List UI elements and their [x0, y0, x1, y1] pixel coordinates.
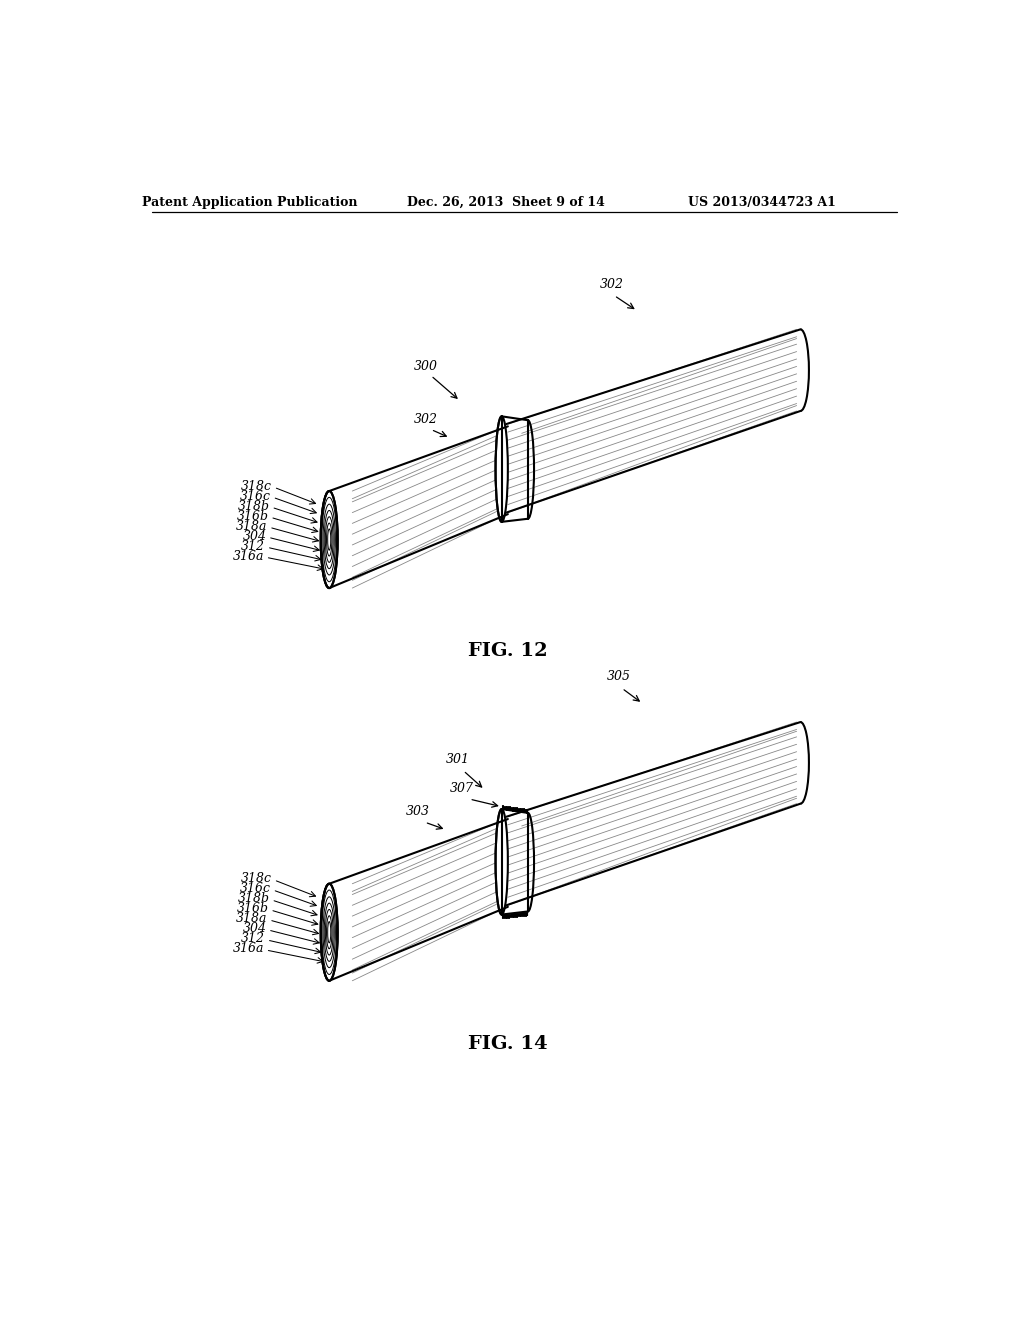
Text: FIG. 12: FIG. 12	[468, 643, 548, 660]
Text: 305: 305	[606, 671, 631, 684]
Text: 318c: 318c	[242, 479, 272, 492]
Text: US 2013/0344723 A1: US 2013/0344723 A1	[688, 195, 836, 209]
Text: Dec. 26, 2013  Sheet 9 of 14: Dec. 26, 2013 Sheet 9 of 14	[407, 195, 604, 209]
Text: 300: 300	[414, 360, 438, 374]
Text: 318c: 318c	[242, 873, 272, 886]
Text: Patent Application Publication: Patent Application Publication	[142, 195, 357, 209]
Text: 304: 304	[243, 923, 266, 936]
Text: 318a: 318a	[237, 912, 267, 925]
Ellipse shape	[496, 809, 508, 915]
Text: 316c: 316c	[240, 882, 271, 895]
Text: 316b: 316b	[237, 510, 268, 523]
Text: 316a: 316a	[232, 549, 264, 562]
Text: 302: 302	[414, 413, 438, 425]
Text: 312: 312	[242, 540, 265, 553]
Polygon shape	[502, 809, 528, 915]
Text: 301: 301	[446, 752, 470, 766]
Text: FIG. 14: FIG. 14	[468, 1035, 548, 1053]
Text: 302: 302	[600, 277, 625, 290]
Text: 312: 312	[242, 932, 265, 945]
Ellipse shape	[496, 416, 508, 521]
Text: 318b: 318b	[238, 499, 270, 512]
Text: 307: 307	[451, 783, 474, 795]
Ellipse shape	[321, 884, 338, 981]
Polygon shape	[502, 416, 528, 521]
Polygon shape	[506, 330, 808, 512]
Text: 316a: 316a	[232, 942, 264, 956]
Polygon shape	[506, 722, 808, 906]
Text: 303: 303	[407, 805, 430, 818]
Text: 304: 304	[243, 529, 266, 543]
Ellipse shape	[321, 491, 338, 589]
Polygon shape	[330, 818, 508, 981]
Text: 316c: 316c	[240, 490, 271, 503]
Text: 316b: 316b	[237, 903, 268, 915]
Text: 318a: 318a	[237, 520, 267, 532]
Polygon shape	[330, 426, 508, 589]
Text: 318b: 318b	[238, 892, 270, 906]
